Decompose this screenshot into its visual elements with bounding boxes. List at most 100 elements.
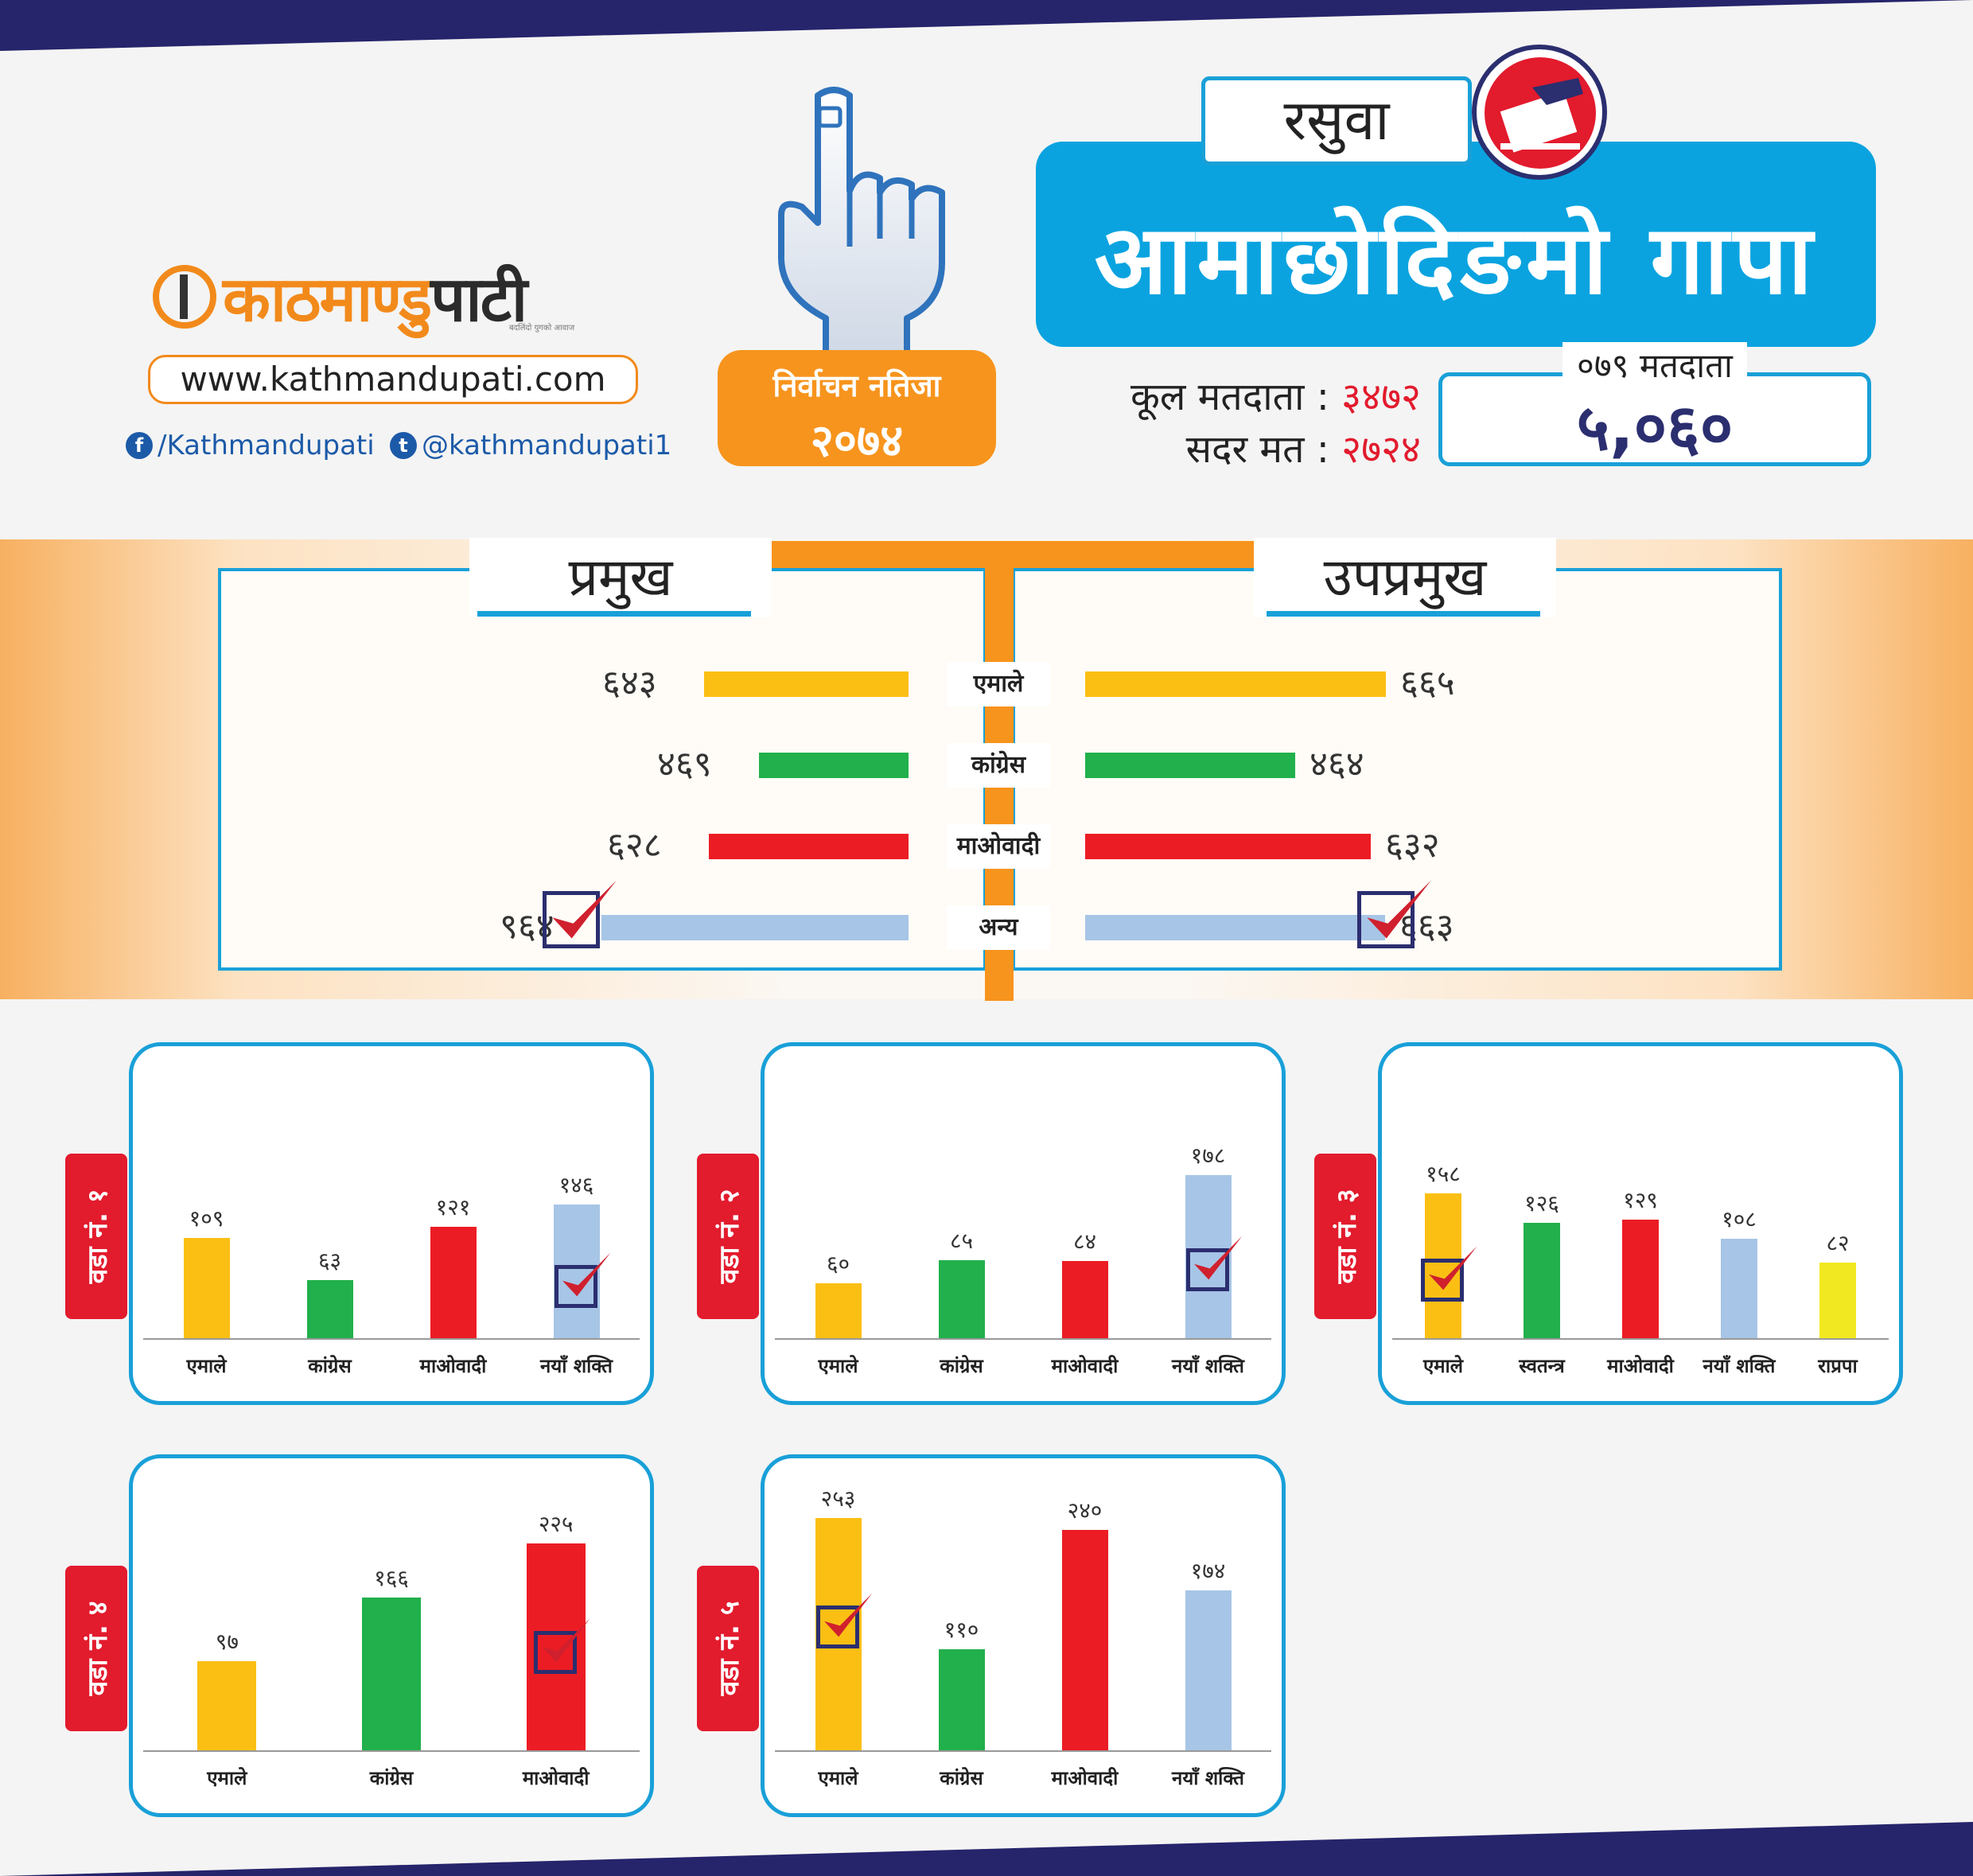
ward-value: १०९ [189,1205,224,1232]
tab-deputy: उपप्रमुख [1254,538,1556,617]
voter-stats: कूल मतदाता : ३४७२ सदर मत : २७२४ [1055,371,1421,476]
ward-bar [815,1283,862,1338]
ward-bar [1185,1590,1232,1750]
party-label: एमाले [947,662,1050,706]
ward-bar [1524,1223,1560,1338]
ward-value: २५३ [820,1485,856,1512]
ward-value: ९७ [215,1629,239,1655]
ward-category: नयाँ शक्ति [1703,1355,1776,1377]
ward-axis [775,1338,1271,1340]
ward-winner-checkbox-icon [1421,1246,1477,1302]
ward-tab: वडा नं. ५ [697,1566,759,1731]
chief-value: ६२८ [607,825,662,866]
ward-value: १०८ [1722,1206,1757,1232]
ward-category: नयाँ शक्ति [1172,1355,1244,1377]
ward-category: माओवादी [1051,1767,1119,1789]
ward-category: माओवादी [1051,1355,1119,1377]
brand-logo[interactable]: काठमाण्डुपाटी [153,253,614,341]
ward-label: वडा नं. ५ [714,1601,745,1696]
chief-value: ६४३ [602,663,657,703]
ward-label: वडा नं. ४ [82,1601,114,1696]
ward-tab: वडा नं. ३ [1314,1154,1376,1319]
ward-category: एमाले [207,1767,247,1789]
ward-bar [362,1598,421,1750]
deputy-winner-checkbox-icon [1357,880,1431,948]
tab-chief-underline [477,611,751,617]
ward-category: नयाँ शक्ति [540,1355,613,1377]
ward-value: १७८ [1190,1142,1226,1169]
ward-bar [1061,1261,1108,1338]
badge-title: निर्वाचन नतिजा [772,368,941,403]
ward-axis [143,1338,640,1340]
chief-bar [704,671,909,697]
ward-category: कांग्रेस [940,1355,983,1377]
chief-winner-checkbox-icon [543,880,617,948]
twitter-handle: @kathmandupati1 [422,430,672,461]
ward-bar [1061,1530,1108,1750]
ward-value: १५८ [1426,1161,1461,1187]
ward-value: १२९ [1623,1187,1658,1213]
deputy-value: ६६३ [1399,906,1454,947]
ward-value: १२१ [435,1194,471,1220]
facebook-icon: f [126,432,153,459]
district-name: रसुवा [1201,76,1472,165]
deputy-bar [1085,915,1385,940]
total-voters-value: ३४७२ [1341,375,1421,419]
ward-value: ८२ [1826,1230,1850,1256]
voting-finger-icon [777,87,945,358]
ward-category: कांग्रेस [369,1767,414,1789]
facebook-link[interactable]: f /Kathmandupati [126,430,375,461]
voters-079-label: ०७९ मतदाता [1562,342,1747,387]
chief-bar [601,915,909,940]
ward-winner-checkbox-icon [815,1593,872,1648]
ward-category: स्वतन्त्र [1519,1355,1565,1377]
chief-bar [709,834,909,859]
deputy-bar [1085,834,1371,859]
deputy-bar [1085,753,1295,778]
ward-category: नयाँ शक्ति [1172,1767,1244,1789]
ward-tab: वडा नं. ४ [65,1566,127,1731]
website-link[interactable]: www.kathmandupati.com [148,355,638,404]
bottom-band [0,1822,1973,1876]
twitter-icon: t [390,432,417,459]
valid-votes-value: २७२४ [1341,427,1421,472]
deputy-bar [1085,671,1386,697]
ballot-box-icon [1472,45,1607,180]
party-label: कांग्रेस [947,743,1050,788]
ward-axis [143,1750,640,1752]
party-label: अन्य [947,905,1050,950]
ward-category: माओवादी [419,1355,487,1377]
chief-bar [759,753,909,778]
ward-winner-checkbox-icon [533,1618,590,1674]
ward-bar [1425,1193,1461,1338]
ward-tab: वडा नं. १ [65,1154,127,1319]
ward-category: एमाले [1422,1355,1464,1377]
ward-category: माओवादी [522,1767,590,1789]
ward-category: एमाले [818,1767,858,1789]
ward-value: २४० [1067,1497,1103,1524]
party-label: माओवादी [947,824,1050,869]
ward-category: माओवादी [1607,1355,1674,1377]
ward-bar [938,1260,985,1338]
ward-value: १७४ [1190,1558,1226,1584]
ward-axis [775,1750,1271,1752]
ward-category: एमाले [186,1355,227,1377]
ward-bar [306,1280,353,1338]
ward-value: १६६ [374,1565,409,1591]
brand-tagline: बदलिंदो युगको आवाज [509,324,575,333]
ward-bar [1819,1263,1856,1338]
total-voters-label: कूल मतदाता : [1130,375,1329,419]
ward-value: १२६ [1524,1190,1559,1216]
logo-mark-icon [153,265,216,329]
ward-value: ६० [826,1251,850,1277]
ward-category: एमाले [818,1355,858,1377]
ward-bar [430,1227,477,1338]
municipality-title: आमाछोदिङमो गापा [1036,142,1876,347]
ward-bar [1622,1220,1659,1338]
twitter-link[interactable]: t @kathmandupati1 [390,430,671,461]
valid-votes-label: सदर मत : [1185,427,1329,472]
ward-category: कांग्रेस [940,1767,983,1789]
facebook-handle: /Kathmandupati [158,430,375,461]
ward-value: ६३ [317,1247,342,1274]
ward-value: १४६ [558,1172,594,1198]
